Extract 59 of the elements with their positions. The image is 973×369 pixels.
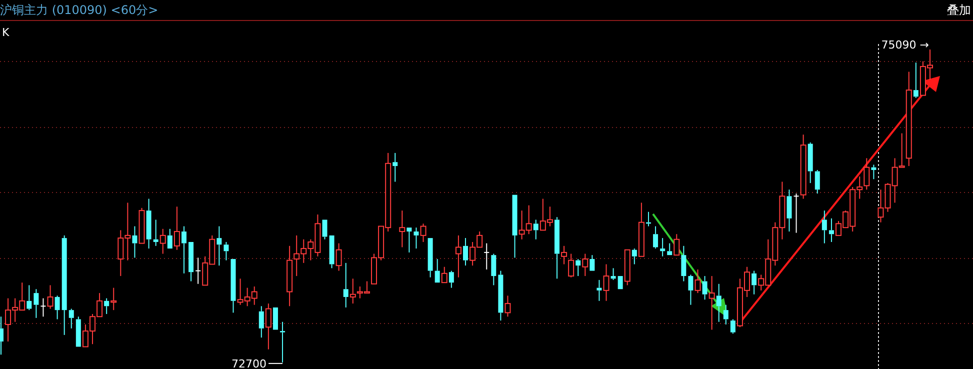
candlestick	[561, 245, 568, 265]
candlestick	[808, 142, 813, 184]
candlestick	[40, 298, 46, 318]
candlestick	[653, 226, 658, 250]
candlestick	[104, 298, 110, 315]
candlestick	[576, 258, 581, 277]
candlestick	[913, 62, 918, 98]
candlestick	[814, 169, 820, 194]
candlestick	[132, 226, 138, 258]
candlestick	[632, 248, 637, 265]
annotation: 72700	[232, 357, 267, 369]
candlestick	[54, 295, 60, 320]
candlestick	[146, 198, 152, 250]
candlestick	[822, 210, 827, 244]
candlestick	[47, 284, 54, 310]
candlestick	[484, 242, 490, 270]
candlestick	[216, 226, 222, 266]
candlestick	[596, 279, 602, 302]
candlestick	[610, 268, 616, 280]
candlestick	[828, 218, 834, 242]
candlestick	[350, 278, 356, 304]
candlestick	[660, 238, 666, 257]
candlestick	[224, 241, 229, 261]
candlestick	[343, 262, 348, 308]
candlestick	[153, 219, 158, 246]
candlestick	[533, 219, 538, 240]
chart-title: 沪铜主力 (010090) <60分>	[0, 3, 158, 17]
candlestick	[716, 283, 722, 322]
candlestick	[160, 228, 166, 254]
candlestick	[871, 164, 876, 180]
candlestick	[258, 306, 264, 338]
annotation: K	[2, 26, 10, 39]
candlestick	[702, 276, 708, 300]
candlestick	[455, 234, 462, 278]
candlestick	[392, 152, 398, 182]
candlestick	[708, 276, 715, 330]
annotation: 75090 →	[881, 38, 929, 52]
candlestick	[286, 245, 293, 307]
candlestick	[336, 242, 342, 272]
candlestick	[463, 238, 468, 266]
candlestick	[420, 223, 426, 242]
candlestick	[280, 321, 286, 363]
candlestick	[110, 287, 117, 311]
candlestick	[181, 226, 186, 274]
candlestick	[399, 210, 406, 248]
candlestick	[554, 216, 560, 280]
candlestick	[786, 189, 792, 232]
candlestick	[723, 304, 728, 325]
candlestick	[681, 245, 686, 282]
candlestick	[906, 71, 912, 167]
candlestick	[752, 270, 757, 295]
candlestick	[603, 264, 610, 302]
candlestick	[688, 274, 694, 306]
text: 叠加	[947, 3, 971, 17]
candlestick	[265, 303, 272, 350]
candlestick	[62, 234, 67, 336]
candlestick	[34, 288, 39, 318]
candlestick	[195, 257, 202, 284]
candlestick	[414, 227, 419, 250]
